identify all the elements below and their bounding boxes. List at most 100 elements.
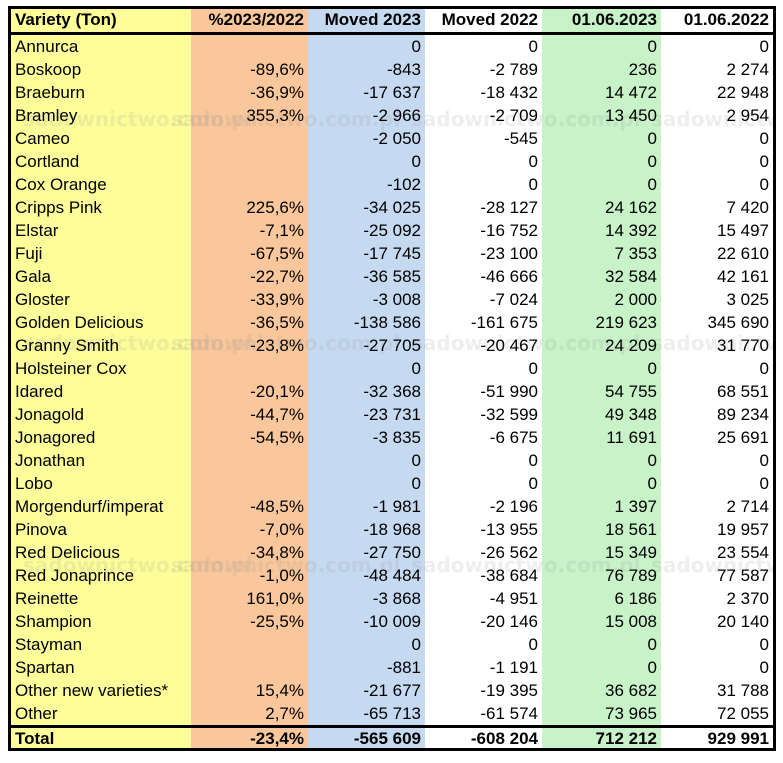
moved-2023-cell: -3 835 [372,427,421,447]
header-percent-change: %2023/2022 [191,9,308,35]
stock-2023-cell: 0 [647,358,657,378]
percent-change-cell [191,656,308,679]
table-row: Cortland 0 0 0 0 [11,150,773,173]
stock-2023-cell: 0 [647,450,657,470]
table-row: Morgendurf/imperat -48,5% -1 981 -2 196 1 39… [11,495,773,518]
stock-2023-cell: 49 348 [605,404,657,424]
stock-2023-cell: 54 755 [605,381,657,401]
stock-2022-cell: 25 691 [717,427,769,447]
percent-change-cell: -89,6% [250,59,304,79]
moved-2023-cell: -48 484 [363,565,421,585]
variety-cell: Holsteiner Cox [15,358,127,378]
moved-2023-cell: -138 586 [353,312,421,332]
header-stock-2023: 01.06.2023 [542,9,661,35]
stock-2022-column-bg [661,9,773,748]
stock-2023-cell: 0 [647,151,657,171]
percent-column-bg [191,9,308,748]
table-row: Other 2,7% -65 713 -61 574 73 965 72 055 [11,702,773,727]
moved-2023-cell: 0 [411,358,421,378]
stock-2022-cell: 345 690 [707,312,769,332]
variety-cell: Lobo [15,473,53,493]
total-stock-2023: 712 212 [542,724,661,748]
percent-change-cell: -23,8% [250,335,304,355]
moved-2023-cell: -27 705 [363,335,421,355]
percent-change-cell: -33,9% [250,289,304,309]
percent-change-cell: -34,8% [250,542,304,562]
moved-2023-cell: -17 745 [363,243,421,263]
percent-change-cell [191,357,308,380]
stock-2023-cell: 32 584 [605,266,657,286]
percent-change-cell: -20,1% [250,381,304,401]
moved-2022-cell: -32 599 [480,404,538,424]
variety-cell: Braeburn [15,82,85,102]
moved-2022-cell: -2 789 [489,59,538,79]
stock-2022-cell: 22 610 [717,243,769,263]
moved-2023-column-bg [308,9,425,748]
moved-2022-cell: 0 [528,450,538,470]
stock-2022-cell: 15 497 [717,220,769,240]
variety-cell: Cripps Pink [15,197,102,217]
table-row: Cameo -2 050 -545 0 0 [11,127,773,150]
stock-2023-cell: 36 682 [605,680,657,700]
stock-2022-cell: 0 [759,151,769,171]
percent-change-cell: 2,7% [265,703,304,723]
variety-cell: Jonathan [15,450,85,470]
header-variety: Variety (Ton) [11,9,191,35]
table-row: Shampion -25,5% -10 009 -20 146 15 008 20 140 [11,610,773,633]
table-row: Red Jonaprince -1,0% -48 484 -38 684 76 789 7… [11,564,773,587]
moved-2023-cell: -3 868 [372,588,421,608]
table-row: Boskoop -89,6% -843 -2 789 236 2 274 [11,58,773,81]
percent-change-cell: -54,5% [250,427,304,447]
percent-change-cell [191,127,308,150]
stock-2023-cell: 0 [647,36,657,56]
table-row: Gala -22,7% -36 585 -46 666 32 584 42 161 [11,265,773,288]
moved-2022-cell: -2 709 [489,105,538,125]
table-row: Other new varieties* 15,4% -21 677 -19 395 3… [11,679,773,702]
moved-2022-cell: -61 574 [480,703,538,723]
stock-2023-cell: 14 472 [605,82,657,102]
total-percent-change: -23,4% [191,724,308,748]
moved-2023-cell: -23 731 [363,404,421,424]
moved-2023-cell: -881 [386,657,421,677]
variety-cell: Cameo [15,128,70,148]
variety-cell: Reinette [15,588,79,608]
stock-2022-cell: 31 770 [717,335,769,355]
moved-2022-cell: -23 100 [480,243,538,263]
stock-2023-cell: 15 008 [605,611,657,631]
stock-2022-cell: 89 234 [717,404,769,424]
stock-2023-cell: 0 [647,128,657,148]
moved-2022-cell: 0 [528,151,538,171]
moved-2023-cell: -17 637 [363,82,421,102]
total-label: Total [11,724,191,748]
moved-2023-cell: -1 981 [372,496,421,516]
table-row: Red Delicious -34,8% -27 750 -26 562 15 349 2… [11,541,773,564]
moved-2023-cell: -25 092 [363,220,421,240]
stock-2022-cell: 23 554 [717,542,769,562]
table-row: Jonathan 0 0 0 0 [11,449,773,472]
table-row: Pinova -7,0% -18 968 -13 955 18 561 19 957 [11,518,773,541]
moved-2023-cell: -18 968 [363,519,421,539]
moved-2022-cell: -13 955 [480,519,538,539]
stock-2022-cell: 0 [759,634,769,654]
moved-2022-cell: 0 [528,358,538,378]
moved-2022-cell: 0 [528,36,538,56]
stock-2023-cell: 2 000 [614,289,657,309]
table-row: Jonagored -54,5% -3 835 -6 675 11 691 25 691 [11,426,773,449]
stock-2023-cell: 13 450 [605,105,657,125]
moved-2022-cell: -19 395 [480,680,538,700]
moved-2023-cell: -10 009 [363,611,421,631]
stock-2023-cell: 0 [647,174,657,194]
moved-2023-cell: 0 [411,36,421,56]
variety-cell: Granny Smith [15,335,119,355]
stock-2022-cell: 77 587 [717,565,769,585]
moved-2022-cell: -26 562 [480,542,538,562]
table-row: Bramley 355,3% -2 966 -2 709 13 450 2 954 [11,104,773,127]
percent-change-cell [191,633,308,656]
table-row: Reinette 161,0% -3 868 -4 951 6 186 2 370 [11,587,773,610]
stock-2022-cell: 0 [759,358,769,378]
table-row: Stayman 0 0 0 0 [11,633,773,656]
moved-2022-cell: -18 432 [480,82,538,102]
moved-2023-cell: -32 368 [363,381,421,401]
moved-2022-cell: -20 467 [480,335,538,355]
table-row: Holsteiner Cox 0 0 0 0 [11,357,773,380]
